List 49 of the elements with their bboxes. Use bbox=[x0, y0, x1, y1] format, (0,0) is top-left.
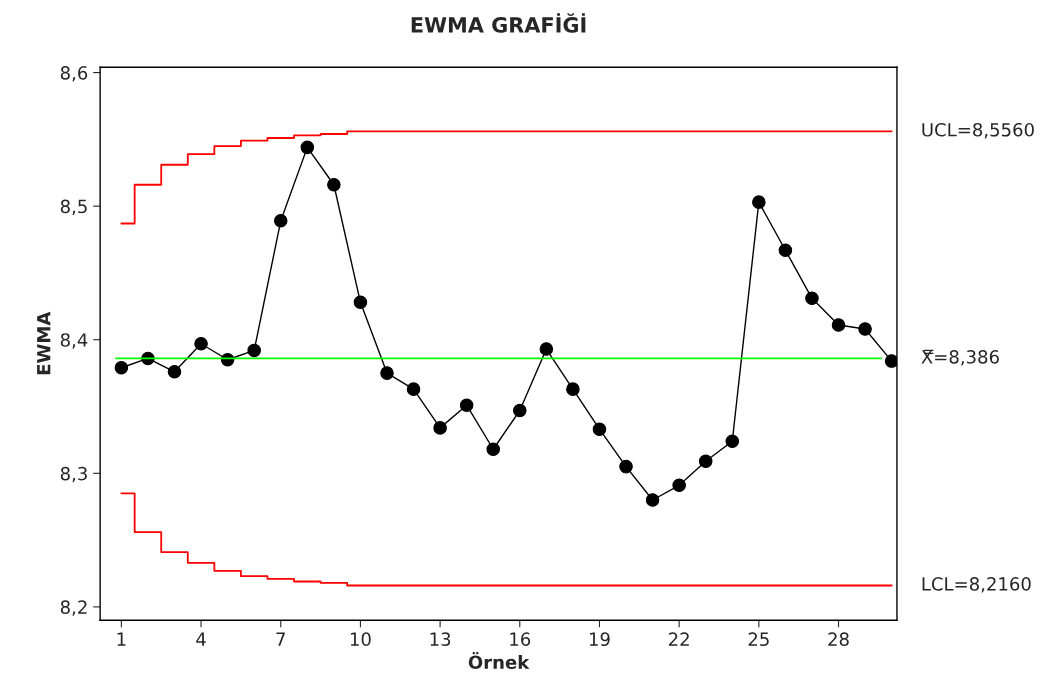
x-tick-label: 25 bbox=[748, 632, 769, 647]
point bbox=[300, 140, 315, 155]
point bbox=[459, 398, 474, 412]
y-tick-label: 8,4 bbox=[60, 333, 88, 349]
point bbox=[805, 291, 819, 306]
chart-title: EWMA GRAFİĞİ bbox=[411, 13, 586, 33]
point bbox=[167, 365, 182, 379]
point bbox=[406, 382, 421, 396]
point bbox=[114, 361, 129, 375]
x-tick-label: 22 bbox=[668, 632, 689, 646]
point bbox=[752, 195, 766, 209]
point bbox=[273, 214, 288, 228]
point bbox=[619, 459, 633, 474]
y-tick-label: 8,5 bbox=[60, 199, 87, 216]
point bbox=[353, 295, 368, 310]
point bbox=[194, 336, 208, 351]
point bbox=[884, 354, 897, 368]
point bbox=[858, 322, 872, 336]
x-tick-label: 10 bbox=[350, 632, 371, 647]
y-axis-title: EWMA bbox=[37, 311, 51, 375]
point bbox=[698, 454, 713, 469]
point bbox=[433, 421, 447, 435]
point bbox=[513, 403, 527, 418]
series-label: LCL=8,2160 bbox=[922, 577, 1031, 593]
point bbox=[672, 478, 686, 493]
x-tick-label: 16 bbox=[510, 632, 531, 647]
point bbox=[831, 318, 846, 332]
y-tick-label: 8,3 bbox=[60, 466, 87, 483]
point bbox=[380, 366, 394, 380]
series-label: UCL=8,5560 bbox=[922, 122, 1034, 139]
x-tick-label: 4 bbox=[196, 632, 206, 646]
point bbox=[247, 343, 261, 358]
y-tick-label: 8,2 bbox=[60, 600, 87, 616]
point bbox=[778, 243, 793, 257]
x-tick-label: 13 bbox=[430, 632, 451, 647]
point bbox=[539, 342, 554, 356]
x-tick-label: 1 bbox=[117, 632, 126, 646]
point bbox=[327, 178, 341, 192]
y-tick-label: 8,6 bbox=[60, 66, 88, 82]
x-axis-title: Örnek bbox=[468, 652, 530, 670]
point bbox=[645, 493, 660, 507]
point bbox=[725, 434, 740, 449]
x-tick-label: 7 bbox=[276, 632, 285, 646]
point bbox=[486, 442, 500, 457]
point bbox=[566, 382, 580, 396]
x-tick-label: 28 bbox=[828, 632, 849, 647]
point bbox=[592, 422, 607, 436]
ref-line-label: X̿=8,386 bbox=[921, 349, 999, 366]
x-tick-label: 19 bbox=[589, 632, 610, 647]
